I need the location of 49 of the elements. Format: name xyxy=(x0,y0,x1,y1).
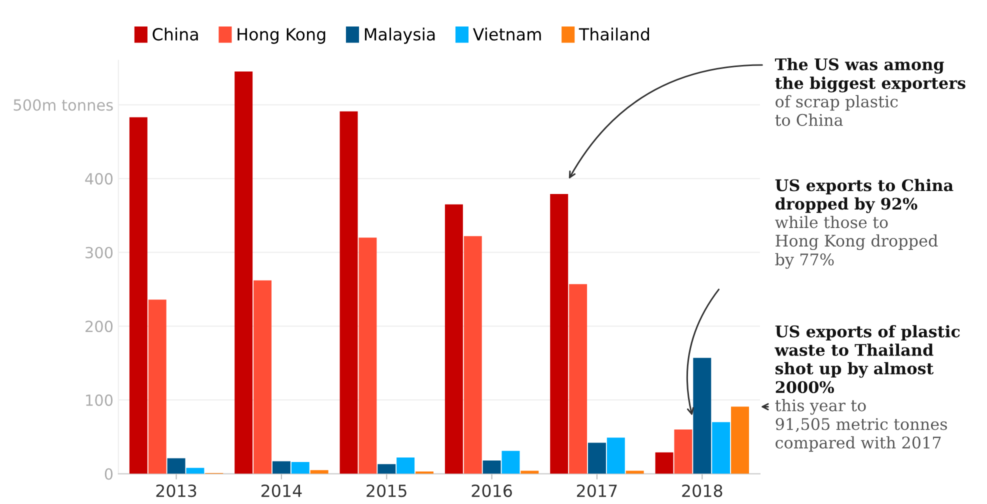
y-tick-label: 400 xyxy=(85,173,113,185)
text: US exports to China dropped by 92% xyxy=(775,178,954,214)
bar xyxy=(396,458,415,474)
bar xyxy=(502,450,520,474)
y-tick-label: 100 xyxy=(86,394,113,406)
bar xyxy=(272,461,290,474)
bar xyxy=(291,462,310,474)
y-tick-label: 0 xyxy=(104,468,113,480)
bar xyxy=(569,284,588,474)
bar xyxy=(167,458,186,474)
bar xyxy=(378,464,396,474)
bar xyxy=(129,117,148,474)
bar xyxy=(254,280,272,474)
bar xyxy=(340,111,358,474)
x-tick-label: 2015 xyxy=(366,484,406,498)
x-tick-label: 2014 xyxy=(261,484,302,498)
bar xyxy=(655,452,674,474)
x-tick-label: 2018 xyxy=(682,484,722,498)
text: of scrap plastic to China xyxy=(775,95,898,126)
legend-label: Malaysia xyxy=(364,28,435,44)
bar xyxy=(358,238,377,474)
bar xyxy=(606,438,625,474)
bar xyxy=(731,406,749,474)
bar xyxy=(444,204,463,474)
text: US exports of plastic waste to Thailand shot up by almost 2000% xyxy=(774,325,960,394)
legend-label: Vietnam xyxy=(472,28,541,41)
bar xyxy=(693,358,712,474)
bar xyxy=(588,442,606,474)
bar xyxy=(310,470,328,474)
x-tick-label: 2016 xyxy=(472,484,512,498)
text: while those to Hong Kong dropped by 77% xyxy=(775,216,938,269)
bar xyxy=(186,468,204,474)
legend-label: Thailand xyxy=(578,28,649,41)
bar xyxy=(234,72,253,474)
y-tick-label: 500m tonnes xyxy=(14,99,113,111)
x-tick-label: 2013 xyxy=(156,484,196,498)
text: The US was among the biggest exporters xyxy=(774,58,966,92)
y-tick-label: 300 xyxy=(86,246,113,258)
bar xyxy=(464,236,482,474)
text: this year to 91,505 metric tonnes compared with 2017 xyxy=(775,399,947,452)
legend-label: China xyxy=(152,28,198,41)
bar xyxy=(712,422,730,474)
bar xyxy=(674,429,692,474)
y-tick-label: 200 xyxy=(86,320,113,332)
bar xyxy=(550,194,568,474)
bar xyxy=(148,300,166,474)
legend-label: Hong Kong xyxy=(238,28,326,44)
x-tick-label: 2017 xyxy=(576,484,617,498)
bar xyxy=(482,460,501,474)
